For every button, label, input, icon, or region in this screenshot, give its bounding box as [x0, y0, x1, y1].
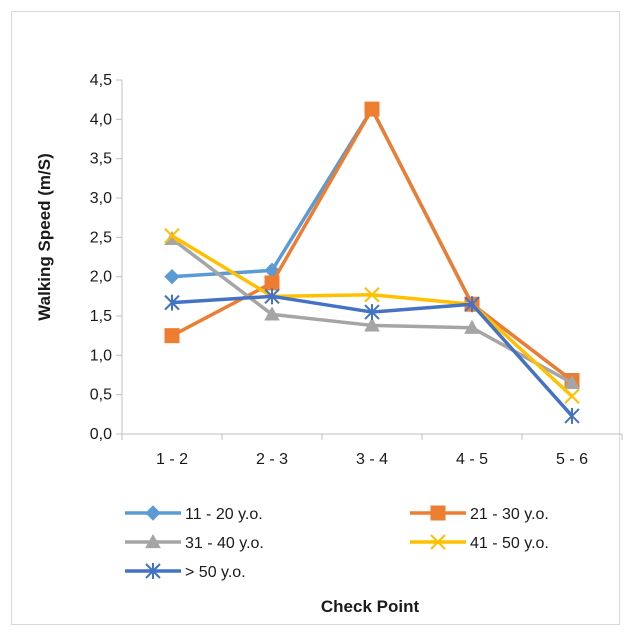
marker-stroke: [564, 388, 580, 404]
x-axis-title: Check Point: [321, 597, 420, 616]
axes: 0,0 0,5 1,0 1,5 2,0 2,5 3,0 3,5 4,0 4,5 1 - 2 2 - 3…: [90, 72, 623, 468]
y-tick-label: 0,0: [90, 426, 112, 443]
x-tick-label: 3 - 4: [356, 451, 388, 468]
legend-label: > 50 y.o.: [185, 564, 246, 581]
legend-marker: [145, 533, 161, 549]
marker-stroke: [364, 287, 380, 303]
data-point: [464, 319, 480, 334]
legend-label: 21 - 30 y.o.: [470, 506, 549, 523]
y-tick-label: 3,0: [90, 190, 112, 207]
data-point: [164, 228, 180, 244]
legend-label: 11 - 20 y.o.: [185, 506, 263, 523]
data-point: [564, 388, 580, 404]
marker-stroke: [164, 228, 180, 244]
data-point: [464, 296, 480, 313]
y-tick-label: 4,5: [90, 72, 112, 89]
data-point: [264, 306, 280, 321]
y-axis-title: Walking Speed (m/S): [35, 153, 54, 321]
data-point: [364, 304, 380, 321]
data-point: [364, 101, 380, 117]
legend: 11 - 20 y.o. 21 - 30 y.o. 31 - 40 y.o. 41 -…: [125, 505, 549, 581]
data-point: [564, 407, 580, 424]
data-point: [264, 275, 280, 291]
y-tick-label: 3,5: [90, 151, 112, 168]
data-point: [164, 328, 180, 344]
x-tick-label: 4 - 5: [456, 451, 488, 468]
legend-marker: [430, 534, 446, 550]
series-5: [164, 288, 580, 424]
legend-item: 31 - 40 y.o.: [125, 533, 264, 552]
x-tick-label: 1 - 2: [156, 451, 188, 468]
legend-item: 11 - 20 y.o.: [125, 505, 263, 523]
data-point: [364, 317, 380, 332]
data-point: [164, 294, 180, 311]
data-point: [264, 288, 280, 305]
legend-item: > 50 y.o.: [125, 563, 246, 581]
y-tick-label: 1,0: [90, 347, 112, 364]
series-3: [164, 230, 580, 389]
legend-label: 31 - 40 y.o.: [185, 535, 264, 552]
x-tick-label: 2 - 3: [256, 451, 288, 468]
legend-marker: [145, 505, 161, 521]
series-layer: [164, 101, 580, 424]
y-tick-label: 0,5: [90, 387, 112, 404]
data-point: [164, 268, 180, 285]
y-tick-label: 1,5: [90, 308, 112, 325]
legend-marker: [145, 563, 161, 579]
legend-marker: [430, 505, 446, 521]
y-tick-label: 2,5: [90, 229, 112, 246]
marker-stroke: [430, 534, 446, 550]
data-point: [364, 287, 380, 303]
y-tick-label: 4,0: [90, 111, 112, 128]
y-tick-label: 2,0: [90, 269, 112, 286]
data-point: [564, 374, 580, 389]
x-tick-label: 5 - 6: [556, 451, 588, 468]
legend-label: 41 - 50 y.o.: [470, 535, 549, 552]
legend-item: 21 - 30 y.o.: [410, 505, 549, 523]
legend-item: 41 - 50 y.o.: [410, 534, 549, 552]
